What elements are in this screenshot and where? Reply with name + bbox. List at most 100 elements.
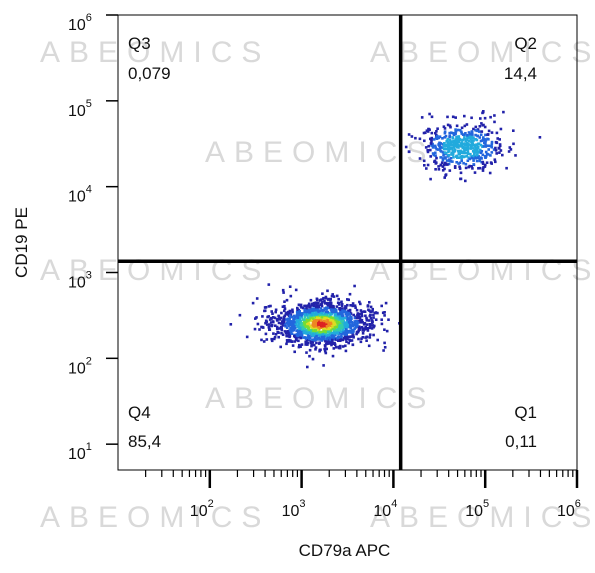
event-dot [338, 301, 341, 305]
event-dot [258, 328, 261, 331]
event-dot [289, 320, 292, 323]
y-tick-label: 102 [68, 355, 92, 377]
event-dot [479, 133, 483, 136]
event-dot [474, 128, 477, 132]
event-dot [295, 333, 299, 336]
event-dot [322, 309, 326, 312]
event-dot [347, 311, 350, 315]
event-dot [283, 323, 287, 326]
event-dot [473, 171, 477, 174]
event-dot [321, 335, 325, 338]
event-dot [296, 334, 300, 338]
event-dot [311, 327, 315, 330]
event-dot [325, 337, 328, 341]
event-dot [315, 303, 318, 307]
event-dot [292, 317, 295, 320]
event-dot [436, 127, 439, 130]
event-dot [314, 346, 318, 349]
event-dot [297, 303, 301, 307]
event-dot [493, 158, 497, 161]
event-dot [369, 310, 372, 313]
event-dot [341, 324, 344, 327]
event-dot [366, 329, 370, 332]
event-dot [331, 308, 334, 311]
y-axis-title: CD19 PE [12, 207, 31, 278]
event-dot [314, 311, 318, 315]
event-dot [297, 339, 300, 343]
event-dot [298, 333, 302, 336]
event-dot [420, 116, 424, 119]
event-dot [353, 320, 356, 323]
event-dot [443, 176, 446, 179]
event-dot [468, 157, 471, 161]
event-dot [348, 313, 352, 316]
event-dot [429, 142, 433, 145]
event-dot [426, 150, 430, 154]
event-dot [346, 325, 349, 329]
event-dot [462, 161, 465, 165]
event-dot [440, 161, 444, 164]
event-dot [494, 149, 498, 152]
event-dot [357, 316, 361, 319]
event-dot [473, 156, 476, 160]
event-dot [444, 157, 447, 160]
event-dot [435, 137, 439, 140]
event-dots [229, 110, 542, 369]
event-dot [340, 325, 343, 329]
event-dot [468, 164, 471, 168]
event-dot [315, 305, 318, 309]
event-dot [270, 324, 273, 328]
event-dot [340, 335, 343, 339]
event-dot [277, 335, 280, 339]
event-dot [340, 303, 344, 306]
event-dot [283, 304, 286, 308]
event-dot [287, 324, 290, 328]
event-dot [293, 320, 296, 324]
event-dot [427, 127, 430, 131]
event-dot [358, 328, 361, 331]
event-dot [454, 144, 458, 147]
event-dot [426, 163, 430, 167]
event-dot [305, 306, 308, 310]
event-dot [383, 311, 386, 314]
event-dot [315, 341, 318, 345]
event-dot [321, 297, 325, 301]
event-dot [304, 337, 308, 340]
event-dot [441, 165, 445, 168]
event-dot [332, 347, 336, 350]
event-dot [331, 310, 335, 314]
event-dot [298, 310, 301, 314]
event-dot [481, 153, 485, 157]
event-dot [451, 136, 454, 139]
event-dot [279, 322, 283, 325]
event-dot [366, 304, 370, 307]
event-dot [325, 307, 328, 311]
event-dot [463, 136, 466, 139]
event-dot [461, 150, 465, 154]
event-dot [335, 305, 339, 308]
event-dot [348, 292, 352, 296]
event-dot [309, 341, 313, 345]
event-dot [361, 336, 365, 339]
event-dot [490, 131, 494, 134]
event-dot [502, 110, 505, 114]
event-dot [482, 136, 485, 139]
event-dot [270, 317, 274, 320]
event-dot [487, 138, 490, 141]
event-dot [312, 301, 316, 305]
event-dot [457, 137, 461, 140]
event-dot [437, 165, 440, 168]
event-dot [428, 112, 431, 116]
event-dot [404, 145, 408, 149]
event-dot [492, 148, 496, 151]
event-dot [471, 167, 474, 170]
event-dot [407, 133, 411, 136]
event-dot [344, 349, 348, 353]
event-dot [487, 144, 491, 148]
event-dot [315, 310, 318, 313]
event-dot [438, 144, 441, 147]
x-tick-label: 103 [282, 498, 306, 520]
event-dot [349, 331, 353, 334]
event-dot [439, 142, 443, 145]
event-dot [429, 148, 432, 152]
